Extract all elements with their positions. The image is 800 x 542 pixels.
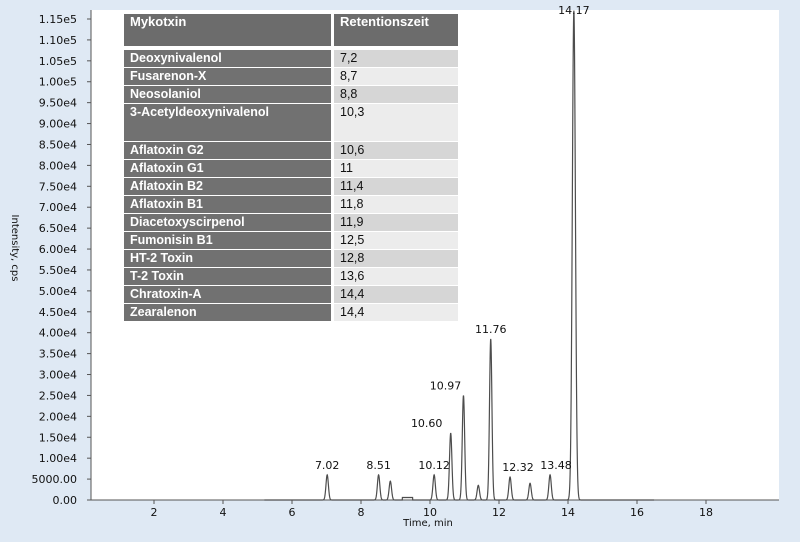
x-axis-label: Time, min	[402, 518, 453, 529]
y-tick-label: 1.15e5	[39, 13, 77, 26]
header-mycotoxin: Mykotxin	[124, 14, 331, 46]
y-tick-label: 6.00e4	[39, 243, 77, 256]
table-row: Aflatoxin G1 11	[124, 160, 458, 177]
y-tick-label: 3.00e4	[39, 369, 77, 382]
table-row: Aflatoxin B1 11,8	[124, 196, 458, 213]
y-tick-label: 1.05e5	[39, 55, 77, 68]
mycotoxin-name: Aflatoxin G2	[124, 142, 331, 159]
retention-time: 14,4	[334, 304, 458, 321]
peak-label: 13.48	[540, 459, 572, 472]
y-tick-label: 4.00e4	[39, 327, 77, 340]
y-tick-label: 1.10e5	[39, 34, 77, 47]
x-tick-label: 18	[699, 506, 713, 519]
y-tick-label: 5.50e4	[39, 264, 77, 277]
y-tick-group: 0.00 5000.00 1.00e4 1.50e4 2.00e4 2.50e4 3.00e…	[32, 13, 91, 507]
x-tick-label: 4	[220, 506, 227, 519]
x-tick-label: 2	[151, 506, 158, 519]
y-tick-label: 5.00e4	[39, 285, 77, 298]
mycotoxin-name: Fusarenon-X	[124, 68, 331, 85]
retention-time: 11	[334, 160, 458, 177]
retention-time: 11,9	[334, 214, 458, 231]
retention-time: 11,4	[334, 178, 458, 195]
y-tick-label: 8.00e4	[39, 159, 77, 172]
x-tick-label: 8	[358, 506, 365, 519]
y-tick-label: 2.00e4	[39, 410, 77, 423]
y-tick-label: 7.50e4	[39, 180, 77, 193]
y-axis-label: Intensity, cps	[9, 215, 20, 282]
y-tick-label: 9.50e4	[39, 97, 77, 110]
mycotoxin-name: Deoxynivalenol	[124, 50, 331, 67]
table-header: Mykotxin Retentionszeit	[124, 14, 458, 46]
y-tick-label: 2.50e4	[39, 389, 77, 402]
mycotoxin-name: T-2 Toxin	[124, 268, 331, 285]
mycotoxin-name: Fumonisin B1	[124, 232, 331, 249]
mycotoxin-name: 3-Acetyldeoxynivalenol	[124, 104, 331, 141]
table-row: Zearalenon 14,4	[124, 304, 458, 321]
y-tick-label: 1.50e4	[39, 431, 77, 444]
retention-time: 7,2	[334, 50, 458, 67]
peak-label: 11.76	[475, 323, 507, 336]
peak-label: 10.12	[418, 459, 450, 472]
y-tick-label: 1.00e5	[39, 76, 77, 89]
table-row: HT-2 Toxin 12,8	[124, 250, 458, 267]
mycotoxin-name: HT-2 Toxin	[124, 250, 331, 267]
retention-time: 12,8	[334, 250, 458, 267]
table-row: Aflatoxin G2 10,6	[124, 142, 458, 159]
x-tick-label: 6	[289, 506, 296, 519]
retention-time: 14,4	[334, 286, 458, 303]
mycotoxin-name: Diacetoxyscirpenol	[124, 214, 331, 231]
x-tick-label: 16	[630, 506, 644, 519]
table-row: Fusarenon-X 8,7	[124, 68, 458, 85]
retention-time: 10,6	[334, 142, 458, 159]
y-tick-label: 8.50e4	[39, 138, 77, 151]
retention-time: 8,8	[334, 86, 458, 103]
x-tick-group: 2 4 6 8 10 12 14 16 18	[151, 500, 713, 519]
retention-time: 12,5	[334, 232, 458, 249]
y-tick-label: 1.00e4	[39, 452, 77, 465]
y-tick-label: 6.50e4	[39, 222, 77, 235]
y-tick-label: 5000.00	[32, 473, 78, 486]
mycotoxin-name: Aflatoxin B2	[124, 178, 331, 195]
peak-label: 10.97	[430, 379, 462, 392]
table-row: T-2 Toxin 13,6	[124, 268, 458, 285]
peak-label-group: 7.02 8.51 10.12 10.60 10.97 11.76 12.32 13.48 14…	[315, 4, 590, 474]
x-tick-label: 12	[492, 506, 506, 519]
y-tick-label: 9.00e4	[39, 118, 77, 131]
chromatogram-trace	[264, 10, 655, 501]
y-tick-label: 0.00	[53, 494, 78, 507]
table-row: Deoxynivalenol 7,2	[124, 50, 458, 67]
peak-label: 7.02	[315, 459, 340, 472]
x-tick-label: 14	[561, 506, 575, 519]
table-row: Aflatoxin B2 11,4	[124, 178, 458, 195]
y-tick-label: 3.50e4	[39, 348, 77, 361]
table-row: Neosolaniol 8,8	[124, 86, 458, 103]
retention-time: 8,7	[334, 68, 458, 85]
table-row: Fumonisin B1 12,5	[124, 232, 458, 249]
table-row: 3-Acetyldeoxynivalenol 10,3	[124, 104, 458, 141]
peak-label: 14.17	[558, 4, 590, 17]
peak-label: 8.51	[366, 459, 391, 472]
header-retention-time: Retentionszeit	[334, 14, 458, 46]
mycotoxin-name: Chratoxin-A	[124, 286, 331, 303]
x-tick-label: 10	[423, 506, 437, 519]
mycotoxin-name: Aflatoxin G1	[124, 160, 331, 177]
retention-time: 10,3	[334, 104, 458, 141]
mycotoxin-name: Neosolaniol	[124, 86, 331, 103]
table-body: Deoxynivalenol 7,2 Fusarenon-X 8,7 Neosolani…	[124, 50, 458, 321]
y-tick-label: 4.50e4	[39, 306, 77, 319]
retention-time: 11,8	[334, 196, 458, 213]
mycotoxin-name: Zearalenon	[124, 304, 331, 321]
mycotoxin-table: Mykotxin Retentionszeit Deoxynivalenol 7,…	[124, 14, 458, 322]
peak-label: 10.60	[411, 417, 443, 430]
retention-time: 13,6	[334, 268, 458, 285]
peak-label: 12.32	[502, 461, 534, 474]
table-row: Diacetoxyscirpenol 11,9	[124, 214, 458, 231]
mycotoxin-name: Aflatoxin B1	[124, 196, 331, 213]
y-tick-label: 7.00e4	[39, 201, 77, 214]
table-row: Chratoxin-A 14,4	[124, 286, 458, 303]
